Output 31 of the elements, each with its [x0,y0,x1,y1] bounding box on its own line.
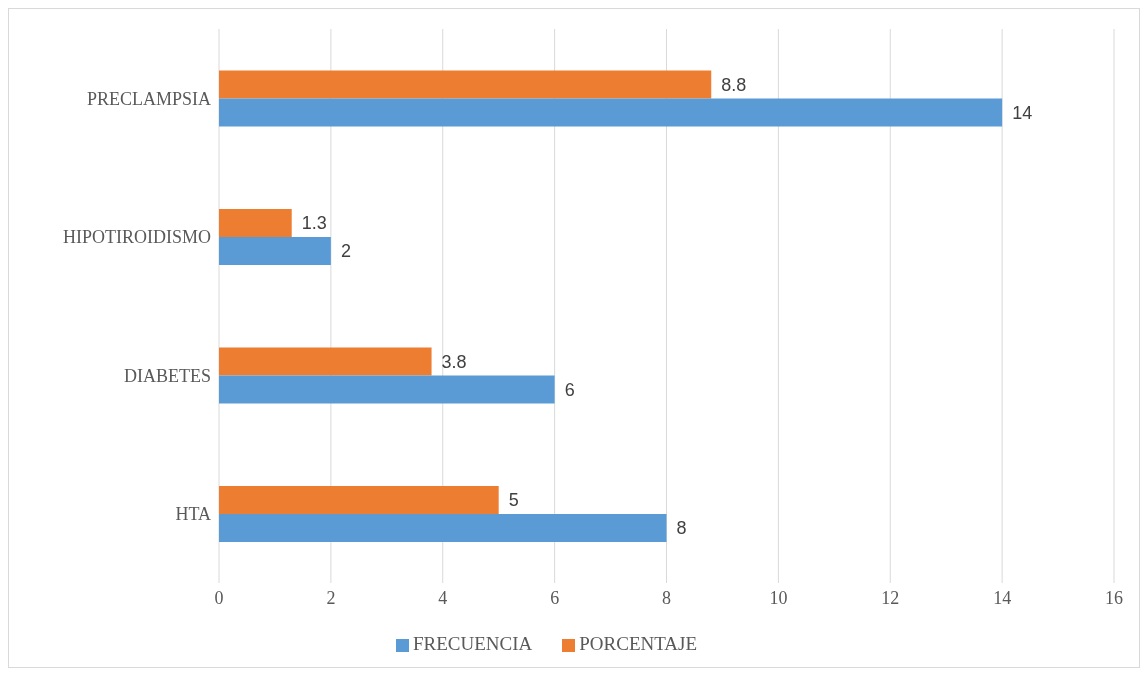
legend-label: FRECUENCIA [412,633,533,654]
x-tick-label: 2 [326,587,336,608]
data-label: 14 [1012,102,1033,123]
bar [219,347,432,376]
y-tick-label: HIPOTIROIDISMO [63,227,211,248]
bar [219,237,331,266]
bar [219,70,712,99]
bar [219,98,1003,127]
bar [219,375,555,404]
bar [219,209,292,238]
x-tick-label: 6 [550,587,560,608]
data-label: 8.8 [721,74,747,95]
x-tick-label: 10 [769,587,788,608]
x-tick-label: 14 [993,587,1012,608]
data-label: 2 [340,241,351,262]
data-label: 5 [508,490,519,511]
y-tick-label: PRECLAMPSIA [86,88,211,109]
legend-label: PORCENTAJE [579,633,698,654]
x-tick-label: 4 [438,587,448,608]
y-tick-label: HTA [175,504,211,525]
data-label: 6 [564,379,575,400]
bar [219,486,499,515]
x-tick-label: 0 [214,587,224,608]
x-tick-label: 12 [881,587,900,608]
data-label: 1.3 [301,213,327,234]
x-tick-label: 8 [662,587,671,608]
data-label: 8 [676,518,687,539]
x-tick-label: 16 [1105,587,1123,608]
bar [219,514,667,543]
data-label: 3.8 [441,351,467,372]
y-tick-label: DIABETES [124,365,211,386]
